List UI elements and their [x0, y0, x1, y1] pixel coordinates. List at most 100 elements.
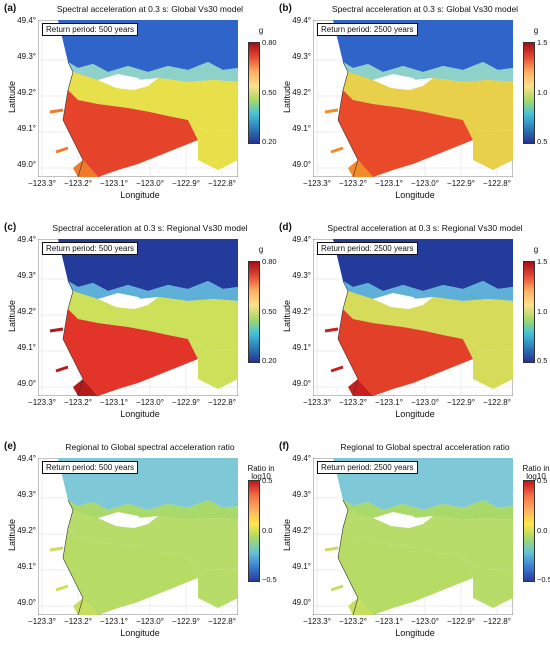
x-tick-label: −123.1°: [375, 617, 403, 626]
y-tick-label: 49.0°: [292, 598, 311, 607]
map-plot-area: Return period: 2500 years: [313, 239, 513, 396]
east-region: [463, 339, 513, 389]
x-tick-label: −122.9°: [447, 617, 475, 626]
y-axis-label: Latitude: [282, 518, 292, 552]
x-tick-label: −123.1°: [375, 398, 403, 407]
colorbar-unit: g: [258, 26, 264, 35]
return-period-box: Return period: 500 years: [42, 23, 139, 36]
map-panel: (d) Spectral acceleration at 0.3 s: Regi…: [275, 219, 550, 437]
x-tick-label: −122.9°: [447, 398, 475, 407]
x-tick-label: −123.3°: [28, 617, 56, 626]
y-axis-label: Latitude: [7, 518, 17, 552]
colorbar-mid-tick: 0.50: [262, 307, 277, 316]
y-tick-label: 49.3°: [292, 490, 311, 499]
colorbar-mid-tick: 1.0: [537, 88, 548, 97]
coastline: [337, 61, 359, 177]
x-tick-label: −123.2°: [339, 179, 367, 188]
x-tick-label: −123.0°: [411, 179, 439, 188]
y-tick-label: 49.4°: [292, 16, 311, 25]
x-tick-label: −122.8°: [208, 179, 236, 188]
y-tick-label: 49.2°: [292, 88, 311, 97]
jetty: [49, 327, 64, 333]
y-tick-label: 49.1°: [292, 562, 311, 571]
x-tick-label: −123.3°: [28, 398, 56, 407]
y-tick-label: 49.1°: [17, 343, 36, 352]
panel-title: Spectral acceleration at 0.3 s: Global V…: [56, 4, 244, 14]
map-plot-area: Return period: 500 years: [38, 239, 238, 396]
y-axis-label: Latitude: [7, 80, 17, 114]
x-tick-label: −123.0°: [411, 398, 439, 407]
jetty: [49, 108, 64, 114]
map-panel: (c) Spectral acceleration at 0.3 s: Regi…: [0, 219, 277, 437]
panel-label: (b): [279, 3, 292, 14]
colorbar-min-tick: −0.5: [537, 575, 550, 584]
return-period-box: Return period: 500 years: [42, 242, 139, 255]
y-axis-label: Latitude: [7, 299, 17, 333]
y-tick-label: 49.3°: [17, 52, 36, 61]
delta-region: [63, 309, 198, 396]
delta-region: [63, 528, 198, 615]
colorbar-min-tick: 0.20: [262, 356, 277, 365]
y-tick-label: 49.4°: [17, 235, 36, 244]
colorbar-min-tick: 0.20: [262, 137, 277, 146]
return-period-box: Return period: 2500 years: [317, 242, 418, 255]
x-tick-label: −123.2°: [64, 398, 92, 407]
colorbar-min-tick: −0.5: [262, 575, 277, 584]
map-panel: (b) Spectral acceleration at 0.3 s: Glob…: [275, 0, 550, 218]
jetty: [324, 327, 339, 333]
delta-region: [338, 90, 473, 177]
x-axis-label: Longitude: [120, 190, 160, 200]
y-tick-label: 49.0°: [17, 598, 36, 607]
central-region: [343, 510, 513, 570]
map-plot-area: Return period: 2500 years: [313, 458, 513, 615]
delta-region: [338, 528, 473, 615]
x-tick-label: −123.2°: [64, 179, 92, 188]
jetty: [324, 108, 339, 114]
y-tick-label: 49.2°: [17, 88, 36, 97]
colorbar: [248, 261, 260, 363]
panel-label: (d): [279, 222, 292, 233]
panel-label: (e): [4, 441, 17, 452]
y-tick-label: 49.2°: [17, 307, 36, 316]
east-region: [188, 120, 238, 170]
colorbar: [523, 42, 535, 144]
x-tick-label: −123.2°: [64, 617, 92, 626]
x-tick-label: −123.1°: [100, 398, 128, 407]
map-svg: [313, 458, 513, 615]
east-region: [188, 339, 238, 389]
map-plot-area: Return period: 500 years: [38, 458, 238, 615]
x-tick-label: −123.0°: [411, 617, 439, 626]
colorbar-mid-tick: 0.50: [262, 88, 277, 97]
y-tick-label: 49.1°: [17, 124, 36, 133]
colorbar-unit: Ratio in log10: [522, 464, 550, 481]
central-region: [343, 291, 513, 351]
jetty: [330, 584, 344, 592]
x-tick-label: −123.0°: [136, 617, 164, 626]
map-svg: [38, 458, 238, 615]
colorbar-unit: g: [533, 245, 539, 254]
jetty: [55, 584, 69, 592]
return-period-box: Return period: 2500 years: [317, 23, 418, 36]
y-tick-label: 49.3°: [292, 271, 311, 280]
central-region: [68, 510, 238, 570]
x-tick-label: −123.3°: [28, 179, 56, 188]
coastline: [337, 499, 359, 615]
map-plot-area: Return period: 500 years: [38, 20, 238, 177]
x-tick-label: −122.8°: [483, 179, 511, 188]
jetty: [324, 546, 339, 552]
colorbar-min-tick: 0.5: [537, 137, 548, 146]
central-region: [68, 291, 238, 351]
colorbar-mid-tick: 0.0: [537, 526, 548, 535]
return-period-box: Return period: 500 years: [42, 461, 139, 474]
panel-title: Spectral acceleration at 0.3 s: Regional…: [327, 223, 523, 233]
panel-title: Regional to Global spectral acceleration…: [65, 442, 235, 452]
y-tick-label: 49.1°: [292, 343, 311, 352]
central-region: [68, 72, 238, 132]
y-tick-label: 49.4°: [17, 16, 36, 25]
x-tick-label: −123.0°: [136, 398, 164, 407]
panel-title: Spectral acceleration at 0.3 s: Regional…: [52, 223, 248, 233]
coastline: [62, 499, 84, 615]
burrard-inlet: [373, 74, 423, 90]
colorbar: [523, 261, 535, 363]
east-region: [463, 558, 513, 608]
